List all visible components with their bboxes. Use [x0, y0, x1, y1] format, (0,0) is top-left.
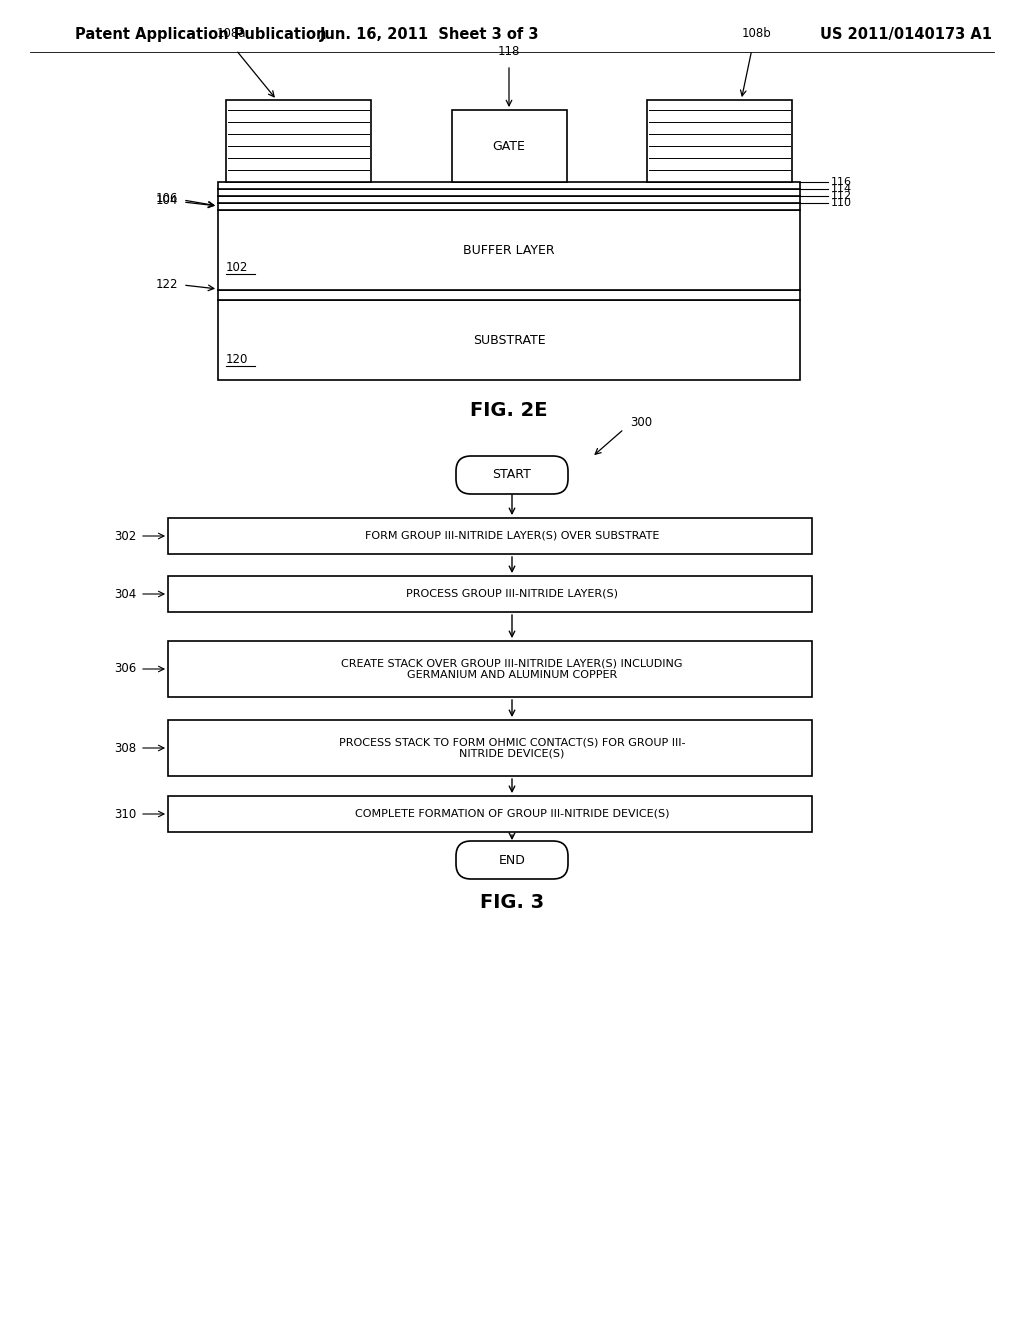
Bar [168, 796, 812, 832]
Text: BUFFER LAYER: BUFFER LAYER [463, 243, 555, 256]
Text: FIG. 2E: FIG. 2E [470, 400, 548, 420]
Text: GATE: GATE [493, 140, 525, 153]
Text: 308: 308 [114, 742, 136, 755]
Bar [218, 290, 800, 300]
Text: 104: 104 [156, 194, 178, 207]
Bar [218, 189, 800, 195]
Text: PROCESS GROUP III-NITRIDE LAYER(S): PROCESS GROUP III-NITRIDE LAYER(S) [406, 589, 618, 599]
FancyBboxPatch shape [456, 455, 568, 494]
Bar [168, 719, 812, 776]
FancyBboxPatch shape [456, 841, 568, 879]
Text: FIG. 3: FIG. 3 [480, 892, 544, 912]
Text: SUBSTRATE: SUBSTRATE [473, 334, 546, 346]
Text: 302: 302 [114, 529, 136, 543]
Bar [168, 517, 812, 554]
Text: 108b: 108b [741, 26, 772, 40]
Text: 304: 304 [114, 587, 136, 601]
Text: END: END [499, 854, 525, 866]
Text: 310: 310 [114, 808, 136, 821]
Text: US 2011/0140173 A1: US 2011/0140173 A1 [820, 28, 992, 42]
Text: 300: 300 [630, 417, 652, 429]
Bar [218, 203, 800, 210]
Bar [218, 300, 800, 380]
Text: 118: 118 [498, 45, 520, 58]
Text: 108a: 108a [216, 26, 246, 40]
Text: PROCESS STACK TO FORM OHMIC CONTACT(S) FOR GROUP III-
NITRIDE DEVICE(S): PROCESS STACK TO FORM OHMIC CONTACT(S) F… [339, 737, 685, 759]
Text: 116: 116 [831, 177, 852, 187]
Text: 114: 114 [831, 183, 852, 194]
Text: Patent Application Publication: Patent Application Publication [75, 28, 327, 42]
Bar [452, 110, 566, 182]
Text: 120: 120 [226, 352, 249, 366]
Text: 112: 112 [831, 191, 852, 201]
Bar [218, 182, 800, 189]
Text: CREATE STACK OVER GROUP III-NITRIDE LAYER(S) INCLUDING
GERMANIUM AND ALUMINUM CO: CREATE STACK OVER GROUP III-NITRIDE LAYE… [341, 659, 683, 680]
Bar [218, 210, 800, 290]
Text: COMPLETE FORMATION OF GROUP III-NITRIDE DEVICE(S): COMPLETE FORMATION OF GROUP III-NITRIDE … [354, 809, 670, 818]
Text: FORM GROUP III-NITRIDE LAYER(S) OVER SUBSTRATE: FORM GROUP III-NITRIDE LAYER(S) OVER SUB… [365, 531, 659, 541]
Bar [647, 100, 792, 182]
Text: 106: 106 [156, 193, 178, 206]
Text: Jun. 16, 2011  Sheet 3 of 3: Jun. 16, 2011 Sheet 3 of 3 [321, 28, 540, 42]
Bar [218, 195, 800, 203]
Text: START: START [493, 469, 531, 482]
Bar [168, 642, 812, 697]
Text: 110: 110 [831, 198, 852, 209]
Bar [226, 100, 371, 182]
Bar [168, 576, 812, 612]
Text: 306: 306 [114, 663, 136, 676]
Text: 122: 122 [156, 277, 178, 290]
Text: 102: 102 [226, 261, 249, 275]
